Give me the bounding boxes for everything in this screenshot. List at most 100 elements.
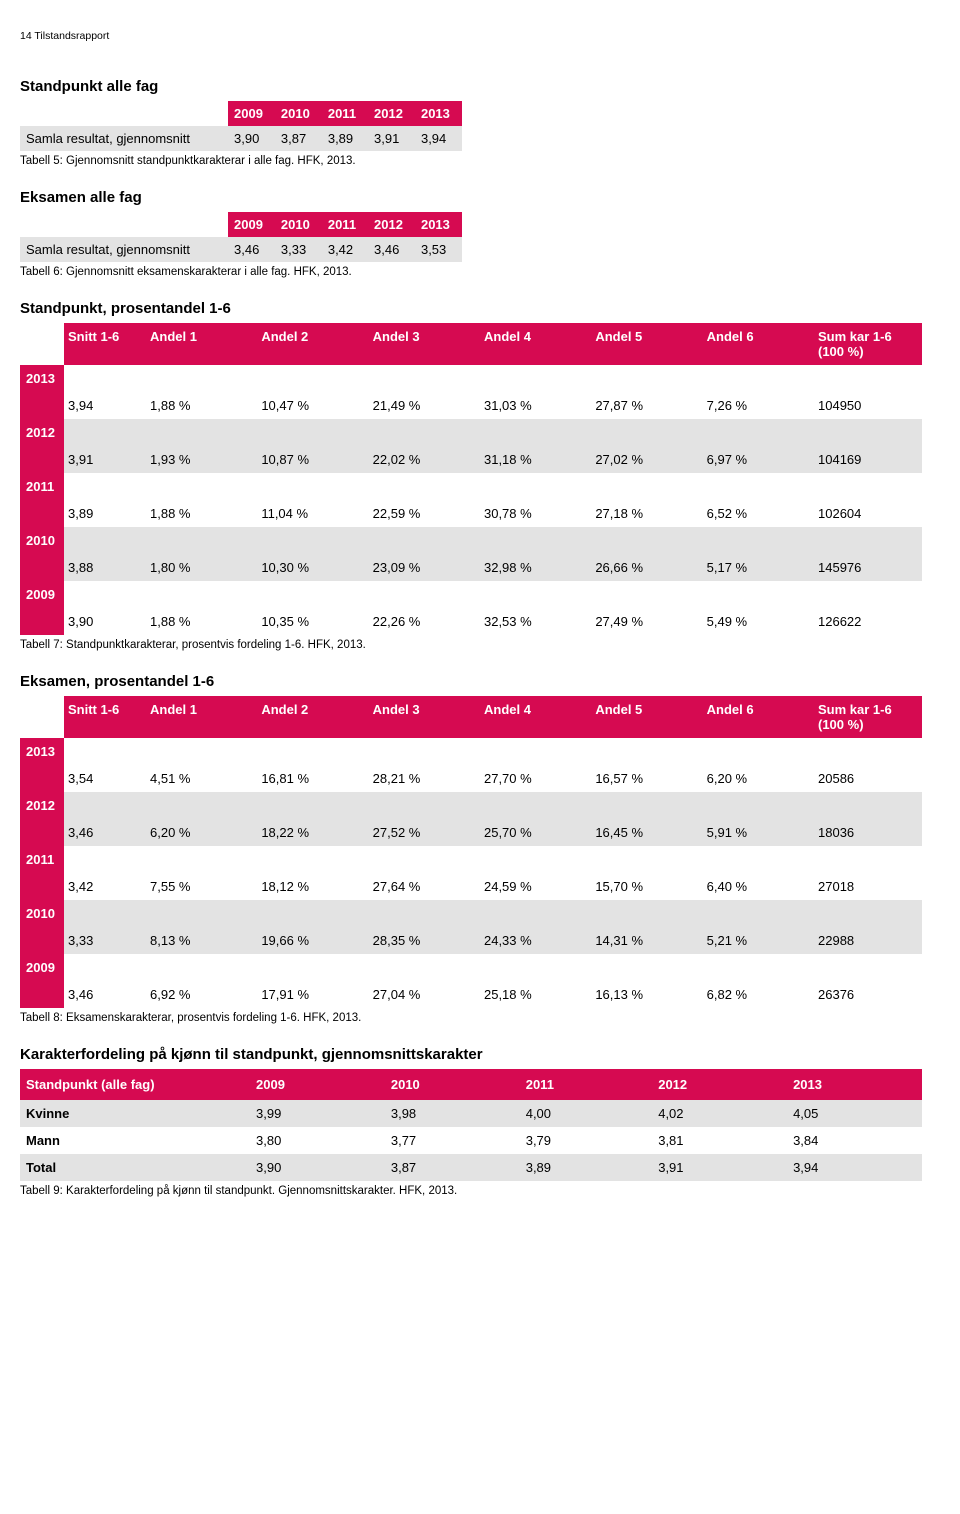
data-cell (146, 365, 257, 392)
data-cell: 3,90 (228, 126, 275, 151)
col-head: Andel 1 (146, 323, 257, 365)
data-cell: 3,42 (64, 873, 146, 900)
col-head: Andel 2 (257, 696, 368, 738)
data-cell (703, 527, 814, 554)
data-cell: 18,12 % (257, 873, 368, 900)
data-cell: 3,79 (520, 1127, 653, 1154)
data-cell (64, 581, 146, 608)
data-cell: 3,81 (652, 1127, 787, 1154)
col-year: 2012 (652, 1069, 787, 1100)
data-cell: 4,05 (787, 1100, 922, 1127)
data-cell: 3,99 (250, 1100, 385, 1127)
data-cell: 3,53 (415, 237, 462, 262)
data-cell (480, 419, 591, 446)
data-cell: 16,57 % (591, 765, 702, 792)
data-cell (257, 846, 368, 873)
data-cell (703, 419, 814, 446)
data-cell: 3,87 (275, 126, 322, 151)
data-cell (591, 792, 702, 819)
data-cell (703, 581, 814, 608)
data-cell: 17,91 % (257, 981, 368, 1008)
data-cell: 6,40 % (703, 873, 814, 900)
data-cell: 16,81 % (257, 765, 368, 792)
data-cell: 28,35 % (369, 927, 480, 954)
data-cell: 1,88 % (146, 500, 257, 527)
data-cell (64, 846, 146, 873)
data-cell: 3,88 (64, 554, 146, 581)
data-cell: 18,22 % (257, 819, 368, 846)
data-cell: 5,17 % (703, 554, 814, 581)
kjonn-table: Standpunkt (alle fag) 2009 2010 2011 201… (20, 1069, 922, 1181)
table9-caption: Tabell 9: Karakterfordeling på kjønn til… (20, 1185, 922, 1197)
data-cell: 27,04 % (369, 981, 480, 1008)
data-cell (369, 581, 480, 608)
data-cell (369, 419, 480, 446)
data-cell (257, 527, 368, 554)
data-cell (480, 738, 591, 765)
data-cell (814, 738, 922, 765)
data-cell: 30,78 % (480, 500, 591, 527)
data-cell (146, 473, 257, 500)
data-cell: 6,97 % (703, 446, 814, 473)
data-cell (814, 581, 922, 608)
data-cell (480, 473, 591, 500)
data-cell (146, 419, 257, 446)
col-head: Andel 5 (591, 323, 702, 365)
data-cell (64, 792, 146, 819)
data-cell: 5,21 % (703, 927, 814, 954)
data-cell: 10,47 % (257, 392, 368, 419)
data-cell (591, 846, 702, 873)
data-cell: 3,98 (385, 1100, 520, 1127)
col-head: Andel 1 (146, 696, 257, 738)
data-cell (591, 473, 702, 500)
data-cell (257, 473, 368, 500)
data-cell: 27,18 % (591, 500, 702, 527)
data-cell (257, 792, 368, 819)
data-cell (146, 792, 257, 819)
data-cell (257, 738, 368, 765)
col-year: 2013 (415, 212, 462, 237)
data-cell (369, 846, 480, 873)
col-year: 2012 (368, 212, 415, 237)
data-cell: 32,98 % (480, 554, 591, 581)
data-cell: 27,52 % (369, 819, 480, 846)
data-cell: 3,90 (250, 1154, 385, 1181)
data-cell: 126622 (814, 608, 922, 635)
data-cell (814, 365, 922, 392)
data-cell: 3,89 (64, 500, 146, 527)
table6-caption: Tabell 6: Gjennomsnitt eksamenskaraktera… (20, 266, 922, 278)
data-cell: 3,54 (64, 765, 146, 792)
row-year: 2012 (20, 792, 64, 819)
row-label: Total (20, 1154, 250, 1181)
col-head: Snitt 1-6 (64, 696, 146, 738)
col-year: 2010 (275, 101, 322, 126)
data-cell: 22,02 % (369, 446, 480, 473)
data-cell: 10,87 % (257, 446, 368, 473)
standpunkt-prosent-table: Snitt 1-6 Andel 1 Andel 2 Andel 3 Andel … (20, 323, 922, 635)
row-year: 2010 (20, 900, 64, 927)
data-cell (369, 954, 480, 981)
col-head: Standpunkt (alle fag) (20, 1069, 250, 1100)
data-cell (703, 792, 814, 819)
data-cell: 3,94 (415, 126, 462, 151)
eksamen-prosent-table: Snitt 1-6 Andel 1 Andel 2 Andel 3 Andel … (20, 696, 922, 1008)
col-head: Snitt 1-6 (64, 323, 146, 365)
data-cell (480, 365, 591, 392)
data-cell: 5,49 % (703, 608, 814, 635)
data-cell (146, 738, 257, 765)
data-cell (480, 581, 591, 608)
data-cell (814, 527, 922, 554)
data-cell (591, 365, 702, 392)
eksamen-alle-title: Eksamen alle fag (20, 189, 922, 206)
data-cell: 24,59 % (480, 873, 591, 900)
page-header: 14 Tilstandsrapport (20, 30, 922, 42)
col-year: 2010 (275, 212, 322, 237)
data-cell (64, 738, 146, 765)
row-year: 2009 (20, 581, 64, 608)
data-cell (369, 900, 480, 927)
data-cell (64, 954, 146, 981)
data-cell (257, 954, 368, 981)
data-cell: 1,88 % (146, 392, 257, 419)
data-cell: 18036 (814, 819, 922, 846)
data-cell (703, 846, 814, 873)
